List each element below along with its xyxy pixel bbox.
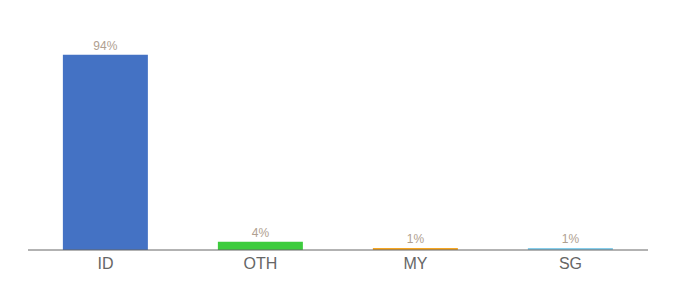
svg-text:4%: 4% <box>252 226 270 240</box>
svg-text:1%: 1% <box>407 232 425 246</box>
svg-text:MY: MY <box>404 255 428 272</box>
svg-text:1%: 1% <box>562 232 580 246</box>
svg-text:OTH: OTH <box>244 255 278 272</box>
svg-text:ID: ID <box>98 255 114 272</box>
svg-text:SG: SG <box>559 255 582 272</box>
svg-text:94%: 94% <box>93 39 117 53</box>
